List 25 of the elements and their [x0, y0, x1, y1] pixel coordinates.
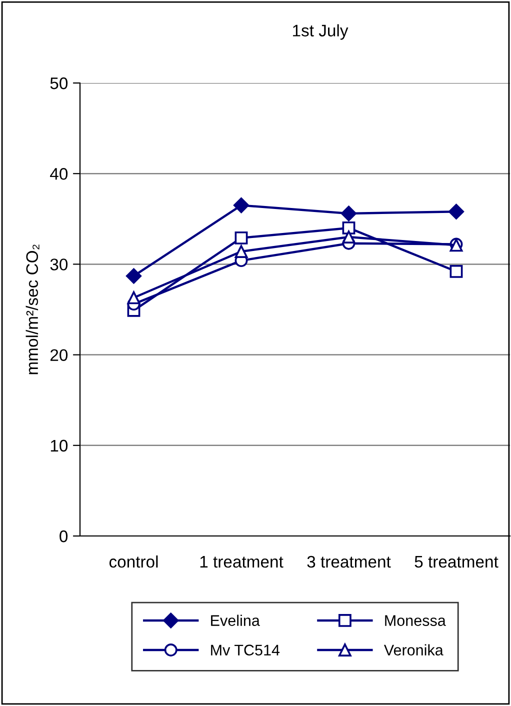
point	[233, 198, 250, 214]
legend-label: Veronika	[384, 644, 444, 656]
point	[127, 291, 140, 304]
y-tick-label: 50	[50, 77, 68, 90]
x-tick-label: control	[109, 555, 158, 568]
point	[448, 204, 464, 220]
point	[126, 268, 142, 284]
x-tick-label: 5 treatment	[414, 556, 498, 568]
y-tick-label: 30	[50, 258, 68, 270]
point	[234, 231, 248, 244]
y-tick-label: 40	[50, 168, 68, 180]
x-tick-label: 3 treatment	[307, 556, 391, 568]
legend-label: Mv TC514	[211, 644, 280, 656]
y-tick-label: 0	[60, 530, 68, 542]
point	[340, 206, 357, 222]
x-tick-label: 1 treatment	[200, 556, 284, 568]
chart-title: 1st July	[293, 24, 348, 40]
y-axis-title: mmol/m²/sec CO₂	[26, 244, 40, 374]
legend-label: Monessa	[385, 615, 446, 626]
y-tick-label: 20	[50, 349, 68, 362]
point	[450, 264, 463, 278]
point	[234, 245, 248, 258]
point	[342, 222, 356, 234]
y-tick-label: 10	[50, 440, 68, 452]
legend-label: Evelina	[211, 614, 260, 626]
